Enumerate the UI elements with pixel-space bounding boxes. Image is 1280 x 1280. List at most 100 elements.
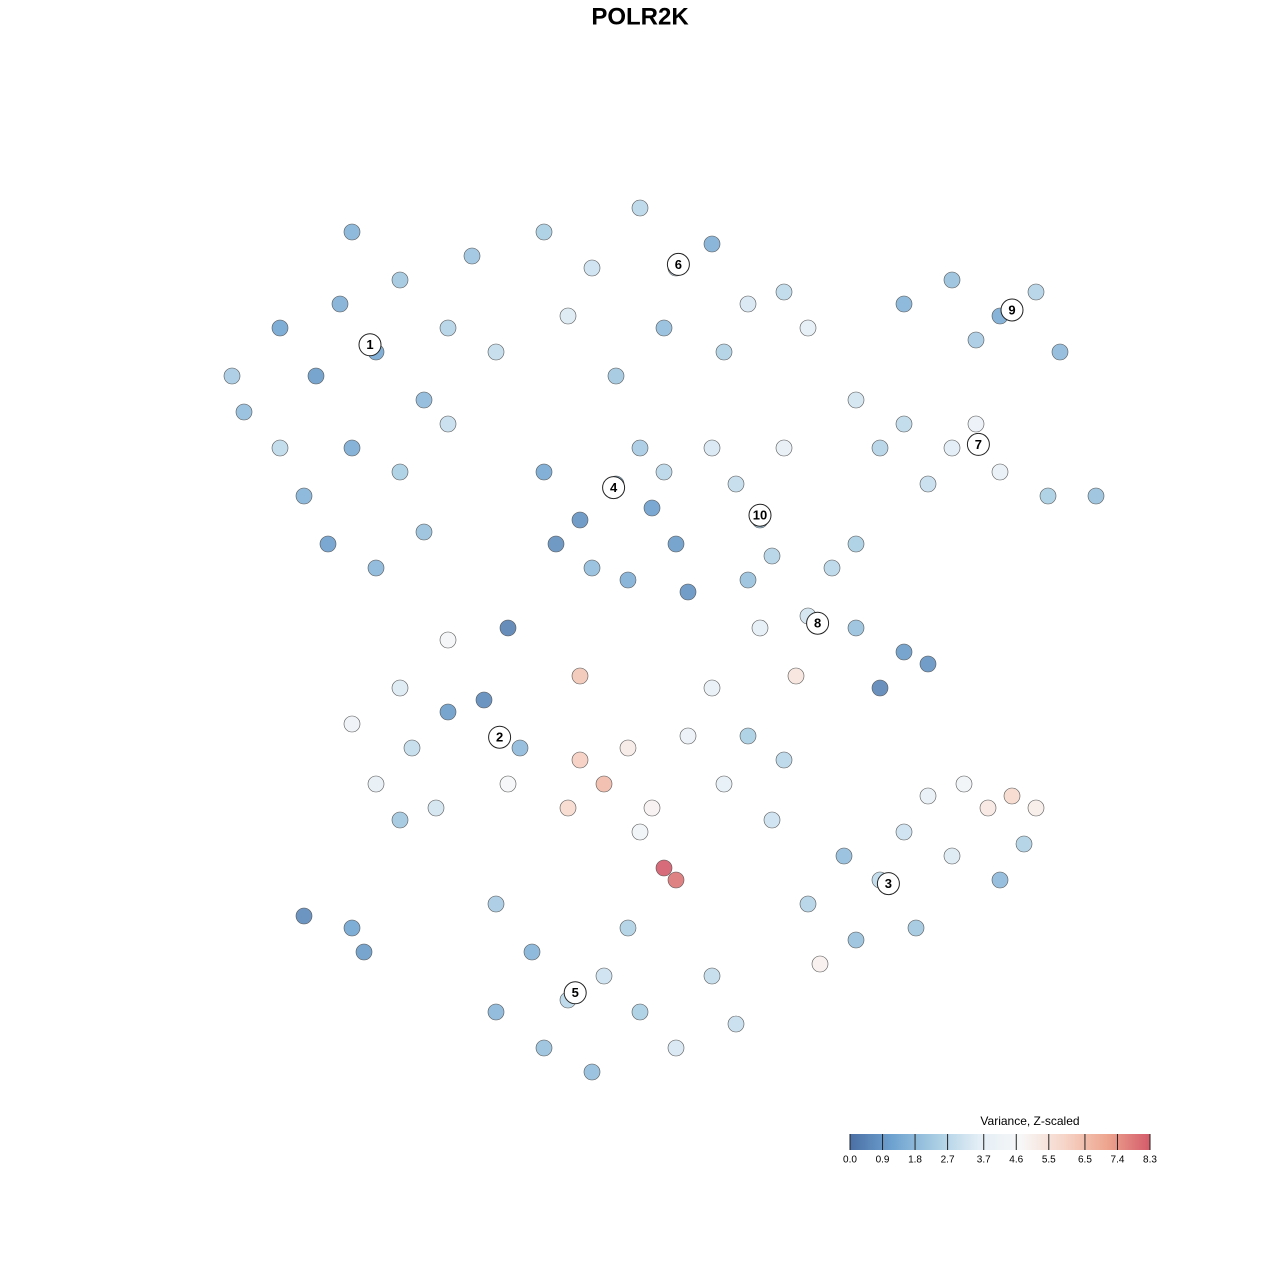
cluster-label: 1	[366, 337, 373, 352]
point	[751, 619, 769, 637]
point	[619, 571, 637, 589]
point	[499, 619, 517, 637]
point	[979, 799, 997, 817]
point	[919, 475, 937, 493]
point	[415, 391, 433, 409]
point	[343, 223, 361, 241]
point	[655, 463, 673, 481]
point	[583, 259, 601, 277]
point	[439, 631, 457, 649]
point	[643, 499, 661, 517]
point	[967, 331, 985, 349]
cluster-marker	[1000, 298, 1024, 322]
point	[427, 799, 445, 817]
point	[703, 235, 721, 253]
point	[703, 967, 721, 985]
cluster-marker	[602, 476, 626, 500]
point	[739, 727, 757, 745]
point	[955, 775, 973, 793]
point	[895, 643, 913, 661]
point	[703, 679, 721, 697]
point	[343, 919, 361, 937]
point	[439, 319, 457, 337]
point	[847, 619, 865, 637]
point	[835, 847, 853, 865]
point	[715, 775, 733, 793]
point	[775, 439, 793, 457]
point	[1015, 835, 1033, 853]
point	[1051, 343, 1069, 361]
point	[343, 439, 361, 457]
point	[235, 403, 253, 421]
point	[319, 535, 337, 553]
point	[1027, 283, 1045, 301]
colorbar-tick-label: 0.0	[843, 1155, 857, 1166]
point	[919, 787, 937, 805]
cluster-marker	[358, 333, 382, 357]
cluster-marker	[563, 981, 587, 1005]
point	[631, 199, 649, 217]
cluster-marker	[806, 611, 830, 635]
point	[559, 307, 577, 325]
point	[919, 655, 937, 673]
point	[799, 895, 817, 913]
colorbar	[850, 1134, 1150, 1150]
point	[811, 955, 829, 973]
colorbar-tick-label: 5.5	[1042, 1155, 1056, 1166]
point	[571, 751, 589, 769]
point	[295, 487, 313, 505]
cluster-marker	[666, 252, 690, 276]
point	[763, 811, 781, 829]
point	[535, 463, 553, 481]
cluster-marker	[966, 432, 990, 456]
point	[583, 1063, 601, 1081]
point	[787, 667, 805, 685]
cluster-label: 10	[753, 508, 767, 523]
point	[847, 535, 865, 553]
point	[271, 319, 289, 337]
point	[799, 319, 817, 337]
cluster-label: 4	[610, 480, 618, 495]
point	[535, 1039, 553, 1057]
point	[847, 391, 865, 409]
cluster-label: 7	[975, 437, 982, 452]
point	[655, 859, 673, 877]
point	[619, 919, 637, 937]
point	[895, 823, 913, 841]
point	[775, 283, 793, 301]
point	[727, 1015, 745, 1033]
point	[391, 271, 409, 289]
cluster-label: 6	[675, 257, 682, 272]
point	[715, 343, 733, 361]
point	[667, 871, 685, 889]
point	[547, 535, 565, 553]
colorbar-tick-label: 2.7	[941, 1155, 955, 1166]
point	[679, 583, 697, 601]
point	[895, 295, 913, 313]
colorbar-tick-label: 7.4	[1111, 1155, 1125, 1166]
colorbar-tick-label: 4.6	[1009, 1155, 1023, 1166]
colorbar-tick-label: 0.9	[876, 1155, 890, 1166]
cluster-label: 5	[572, 985, 579, 1000]
point	[895, 415, 913, 433]
point	[763, 547, 781, 565]
cluster-label: 8	[814, 616, 821, 631]
point	[943, 439, 961, 457]
point	[439, 703, 457, 721]
point	[667, 535, 685, 553]
point	[295, 907, 313, 925]
point	[607, 367, 625, 385]
point	[991, 871, 1009, 889]
point	[571, 511, 589, 529]
colorbar-tick-label: 3.7	[977, 1155, 991, 1166]
point	[631, 439, 649, 457]
point	[511, 739, 529, 757]
chart-title: POLR2K	[591, 3, 689, 30]
point	[1003, 787, 1021, 805]
colorbar-tick-label: 8.3	[1143, 1155, 1157, 1166]
point	[535, 223, 553, 241]
point	[223, 367, 241, 385]
point	[631, 1003, 649, 1021]
point	[991, 463, 1009, 481]
